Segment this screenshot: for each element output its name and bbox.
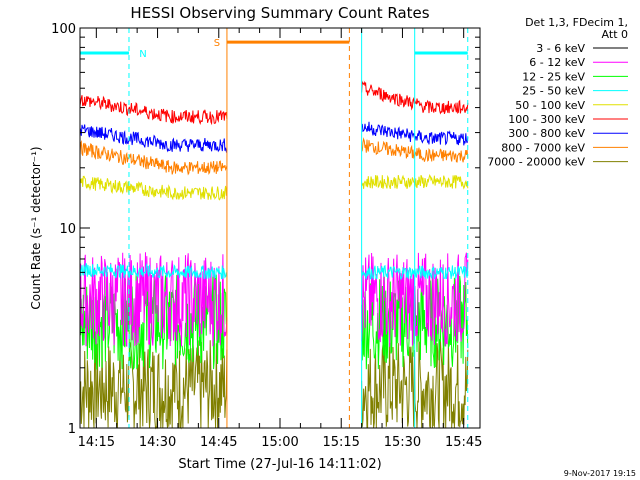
- series-100-300-kev: [79, 80, 469, 126]
- series-line: [79, 252, 228, 347]
- x-tick-label: 15:15: [322, 435, 359, 450]
- x-tick-label: 14:45: [200, 435, 237, 450]
- series-25-50-kev: [79, 262, 469, 280]
- legend-label: 6 - 12 keV: [529, 56, 585, 69]
- legend-label: 100 - 300 keV: [508, 113, 585, 126]
- legend-label: 800 - 7000 keV: [501, 141, 585, 154]
- plot-area: NS: [79, 28, 469, 430]
- region-marker-label: S: [214, 38, 220, 49]
- y-tick-label: 10: [59, 222, 76, 237]
- x-tick-label: 15:45: [445, 435, 482, 450]
- legend-label: 12 - 25 keV: [522, 70, 585, 83]
- chart-title: HESSI Observing Summary Count Rates: [130, 4, 429, 22]
- series-line: [79, 175, 228, 201]
- axes: 1 10 100 14:15 14:30 14:45 15:00 15:15 15:30 15:4…: [51, 22, 482, 450]
- series-50-100-kev: [79, 173, 469, 201]
- x-tick-label: 14:30: [139, 435, 176, 450]
- legend-label: 7000 - 20000 keV: [487, 156, 585, 169]
- y-axis-label: Count Rate (s⁻¹ detector⁻¹): [29, 146, 43, 309]
- legend-header-line1: Det 1,3, FDecim 1,: [525, 16, 628, 29]
- legend-label: 3 - 6 keV: [536, 42, 585, 55]
- series-line: [79, 140, 228, 176]
- y-tick-label: 100: [51, 22, 76, 37]
- legend-header-line2: Att 0: [602, 28, 628, 41]
- x-tick-label: 15:30: [384, 435, 421, 450]
- series-line: [79, 95, 228, 126]
- y-tick-label: 1: [68, 422, 76, 437]
- x-axis-label: Start Time (27-Jul-16 14:11:02): [178, 457, 381, 472]
- series-line: [79, 262, 228, 280]
- legend-label: 25 - 50 keV: [522, 85, 585, 98]
- legend-label: 300 - 800 keV: [508, 127, 585, 140]
- series-line: [79, 340, 228, 430]
- x-tick-label: 14:15: [78, 435, 115, 450]
- series-line: [79, 124, 228, 153]
- series-800-7000-kev: [79, 137, 469, 176]
- timestamp: 9-Nov-2017 19:15: [564, 469, 636, 478]
- series-300-800-kev: [79, 121, 469, 153]
- legend-label: 50 - 100 keV: [515, 99, 585, 112]
- region-marker-label: N: [139, 49, 146, 60]
- x-tick-label: 15:00: [261, 435, 298, 450]
